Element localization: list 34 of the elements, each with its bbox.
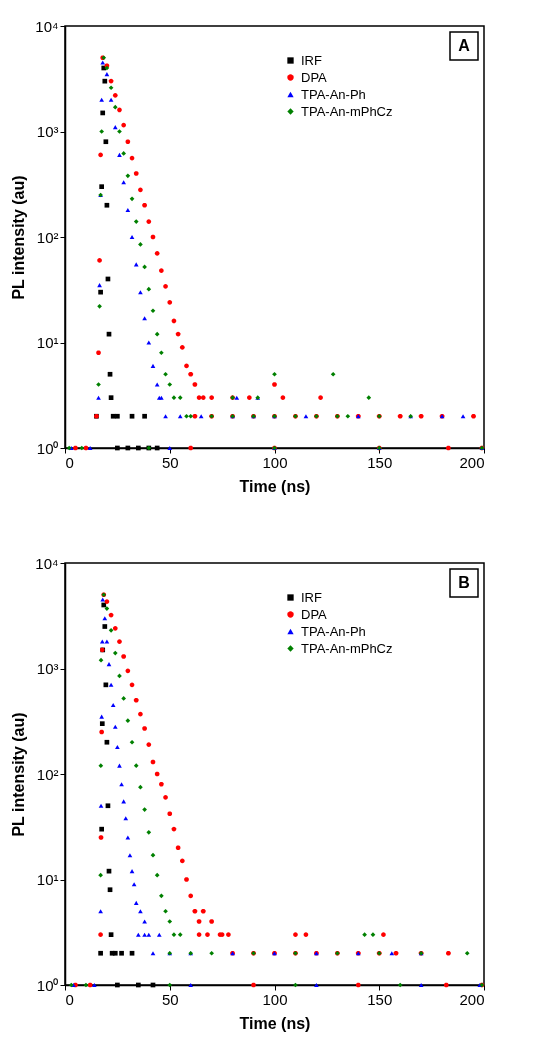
legend-label: TPA-An-mPhCz xyxy=(301,103,393,119)
legend-label: TPA-An-Ph xyxy=(301,623,366,639)
legend-label: DPA xyxy=(301,69,328,85)
annotation: B xyxy=(458,574,470,591)
legend-label: IRF xyxy=(301,52,322,68)
y-axis-title: PL intensity (au) xyxy=(10,712,28,837)
legend-label: IRF xyxy=(301,589,322,605)
x-tick-label: 100 xyxy=(262,453,288,471)
y-axis-title: PL intensity (au) xyxy=(10,175,28,300)
y-tick-label: 10³ xyxy=(36,660,59,677)
y-tick-label: 10⁰ xyxy=(36,976,59,994)
legend-label: TPA-An-mPhCz xyxy=(301,640,393,656)
y-tick-label: 10⁰ xyxy=(36,439,59,457)
legend-label: TPA-An-Ph xyxy=(301,86,366,102)
y-tick-label: 10¹ xyxy=(36,334,59,351)
annotation: A xyxy=(458,37,471,54)
y-tick-label: 10⁴ xyxy=(35,17,59,35)
x-tick-label: 0 xyxy=(65,453,74,471)
x-axis-title: Time (ns) xyxy=(239,1014,311,1032)
x-tick-label: 150 xyxy=(367,453,393,471)
x-tick-label: 200 xyxy=(459,990,485,1008)
y-tick-label: 10² xyxy=(36,228,59,246)
x-tick-label: 200 xyxy=(459,453,485,471)
x-axis-title: Time (ns) xyxy=(239,477,311,495)
y-tick-label: 10² xyxy=(36,765,59,783)
legend-label: DPA xyxy=(301,606,328,622)
x-tick-label: 50 xyxy=(161,453,179,471)
x-tick-label: 150 xyxy=(367,990,393,1008)
x-tick-label: 100 xyxy=(262,990,288,1008)
x-tick-label: 0 xyxy=(65,990,74,1008)
y-tick-label: 10⁴ xyxy=(35,554,59,572)
y-tick-label: 10³ xyxy=(36,123,59,140)
x-tick-label: 50 xyxy=(161,990,179,1008)
y-tick-label: 10¹ xyxy=(36,871,59,888)
